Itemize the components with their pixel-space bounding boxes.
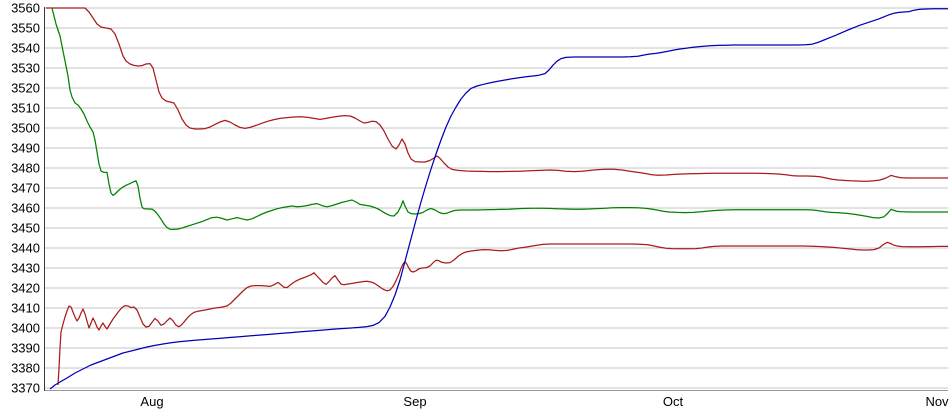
y-tick-label: 3400: [11, 321, 40, 336]
gridlines: [45, 7, 948, 389]
y-tick-label: 3440: [11, 241, 40, 256]
series-lower-band-red: [57, 241, 948, 386]
x-tick-label: Aug: [140, 394, 163, 409]
y-tick-label: 3510: [11, 101, 40, 116]
x-tick-label: Sep: [403, 394, 426, 409]
y-tick-label: 3410: [11, 301, 40, 316]
y-tick-label: 3540: [11, 41, 40, 56]
y-tick-label: 3490: [11, 141, 40, 156]
y-axis-labels: 3370 3380 3390 3400 3410 3420 3430 3440 3450 3460…: [11, 1, 40, 396]
y-tick-label: 3380: [11, 361, 40, 376]
x-tick-label: Nov: [925, 394, 949, 409]
y-tick-label: 3390: [11, 341, 40, 356]
series-mid-line-green: [51, 7, 948, 231]
y-tick-label: 3460: [11, 201, 40, 216]
y-tick-label: 3550: [11, 21, 40, 36]
y-tick-label: 3480: [11, 161, 40, 176]
y-tick-label: 3430: [11, 261, 40, 276]
y-tick-label: 3530: [11, 61, 40, 76]
series-upper-band-red: [46, 7, 948, 182]
series-lines: [46, 7, 948, 390]
series-main-line-blue: [49, 8, 948, 390]
y-tick-label: 3450: [11, 221, 40, 236]
x-tick-label: Oct: [663, 394, 684, 409]
x-axis-labels: Aug Sep Oct Nov: [140, 394, 949, 409]
y-tick-label: 3470: [11, 181, 40, 196]
y-tick-label: 3500: [11, 121, 40, 136]
y-tick-label: 3420: [11, 281, 40, 296]
y-tick-label: 3370: [11, 381, 40, 396]
y-tick-label: 3560: [11, 1, 40, 16]
y-tick-label: 3520: [11, 81, 40, 96]
